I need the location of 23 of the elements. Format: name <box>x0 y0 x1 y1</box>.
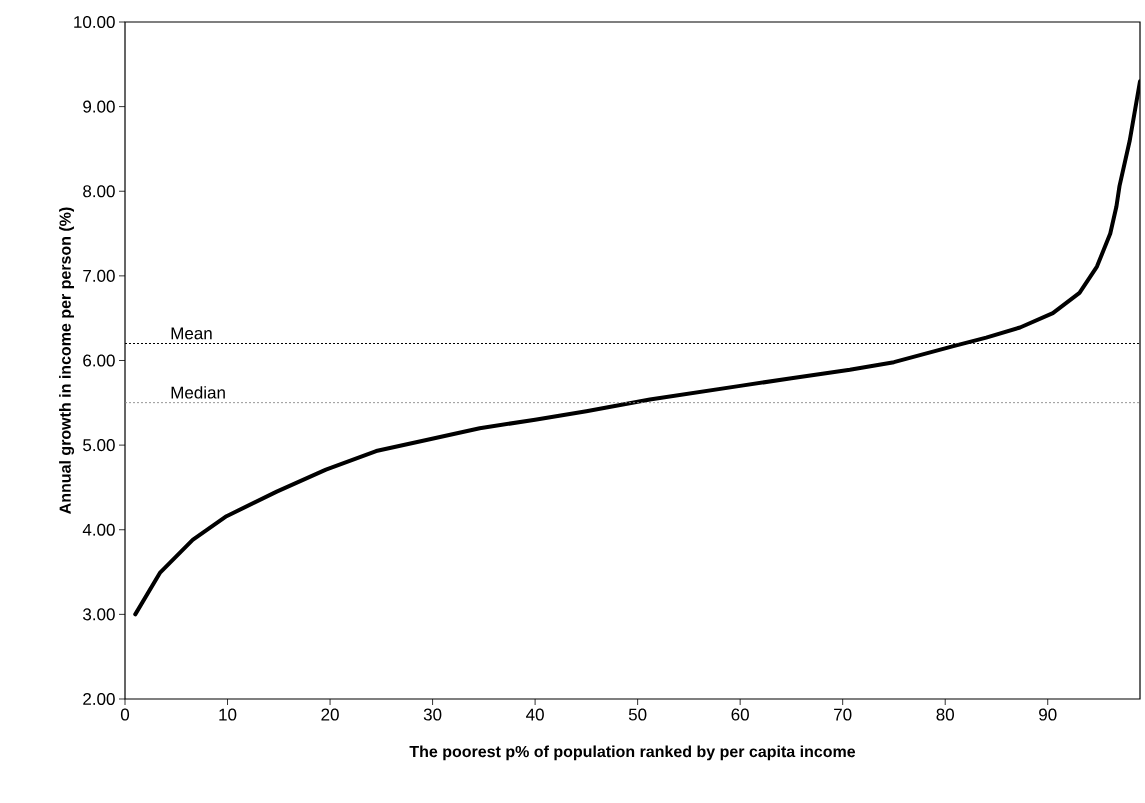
x-tick-label: 10 <box>219 708 237 721</box>
y-axis-title: Annual growth in income per person (%) <box>59 207 75 514</box>
y-tick-label: 5.00 <box>83 439 115 452</box>
y-tick-label: 6.00 <box>83 354 115 367</box>
x-tick-label: 80 <box>936 708 954 721</box>
y-tick-label: 4.00 <box>82 523 115 536</box>
x-tick-label: 0 <box>120 708 130 721</box>
x-axis-title: The poorest p% of population ranked by per capita income <box>409 745 856 761</box>
x-tick-label: 60 <box>731 708 749 721</box>
y-tick-label: 2.00 <box>83 692 115 706</box>
x-tick-label: 90 <box>1039 708 1057 721</box>
ref-line-label: Median <box>171 386 225 399</box>
y-tick-label: 3.00 <box>83 608 115 621</box>
x-tick-label: 40 <box>526 708 544 721</box>
x-tick-label: 70 <box>834 708 852 721</box>
y-tick-label: 8.00 <box>83 185 115 198</box>
y-tick-label: 7.00 <box>83 269 115 282</box>
x-tick-label: 20 <box>321 708 339 721</box>
x-tick-label: 50 <box>628 708 647 721</box>
ref-line-label: Mean <box>171 327 212 340</box>
y-tick-label: 10.00 <box>74 15 115 29</box>
y-tick-label: 9.00 <box>83 100 115 113</box>
x-tick-label: 30 <box>423 708 442 721</box>
